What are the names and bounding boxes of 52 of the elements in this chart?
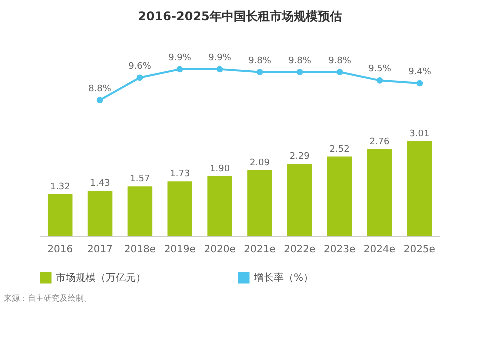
bar	[327, 156, 352, 236]
point	[336, 69, 344, 76]
x-tick-label: 2020e	[204, 244, 236, 256]
data-label: 1.57	[130, 174, 150, 185]
point	[416, 80, 424, 87]
data-label: 9.8%	[248, 56, 272, 66]
data-label: 2.29	[290, 152, 310, 162]
x-tick-label: 2017	[88, 244, 114, 256]
data-label: 2.52	[330, 144, 350, 155]
x-tick-label: 2023e	[324, 244, 356, 256]
chart-title: 2016-2025年中国长租市场规模预估	[138, 9, 342, 24]
data-label: 9.4%	[408, 68, 432, 78]
data-label: 9.9%	[208, 53, 232, 64]
data-label: 2.09	[250, 158, 270, 168]
x-tick-label: 2022e	[284, 244, 316, 256]
x-tick-label: 2024e	[364, 244, 396, 256]
data-label: 1.32	[50, 182, 70, 193]
x-tick-label: 2018e	[124, 244, 156, 256]
data-label: 9.8%	[288, 56, 312, 66]
point	[136, 74, 144, 82]
data-label: 9.5%	[368, 64, 392, 75]
bar	[88, 191, 113, 236]
point	[216, 66, 224, 73]
bar	[128, 186, 153, 236]
bar	[367, 149, 392, 236]
x-tick-label: 2016	[48, 244, 74, 256]
data-label: 1.73	[170, 170, 190, 180]
x-tick-label: 2019e	[164, 244, 196, 256]
data-label: 9.6%	[128, 62, 152, 72]
point	[376, 78, 384, 84]
x-tick-label: 2025e	[404, 244, 436, 256]
source-note: 来源：自主研究及绘制。	[4, 293, 93, 304]
data-label: 3.01	[410, 129, 430, 140]
data-label: 1.90	[210, 164, 230, 174]
point	[296, 69, 304, 76]
legend-label: 增长率（%）	[253, 272, 314, 284]
data-label: 9.8%	[328, 56, 352, 66]
point	[176, 66, 184, 73]
bar	[168, 182, 192, 236]
x-tick-label: 2021e	[244, 244, 276, 256]
point	[96, 97, 104, 104]
bar	[248, 170, 272, 236]
bar	[407, 141, 432, 236]
data-label: 8.8%	[88, 84, 112, 94]
data-label: 1.43	[90, 179, 110, 190]
point	[256, 69, 264, 76]
bar	[48, 194, 73, 236]
bar	[288, 164, 312, 236]
bar	[208, 176, 232, 236]
data-label: 2.76	[370, 137, 390, 148]
legend-label: 市场规模（万亿元）	[56, 272, 146, 284]
data-label: 9.9%	[168, 53, 192, 64]
